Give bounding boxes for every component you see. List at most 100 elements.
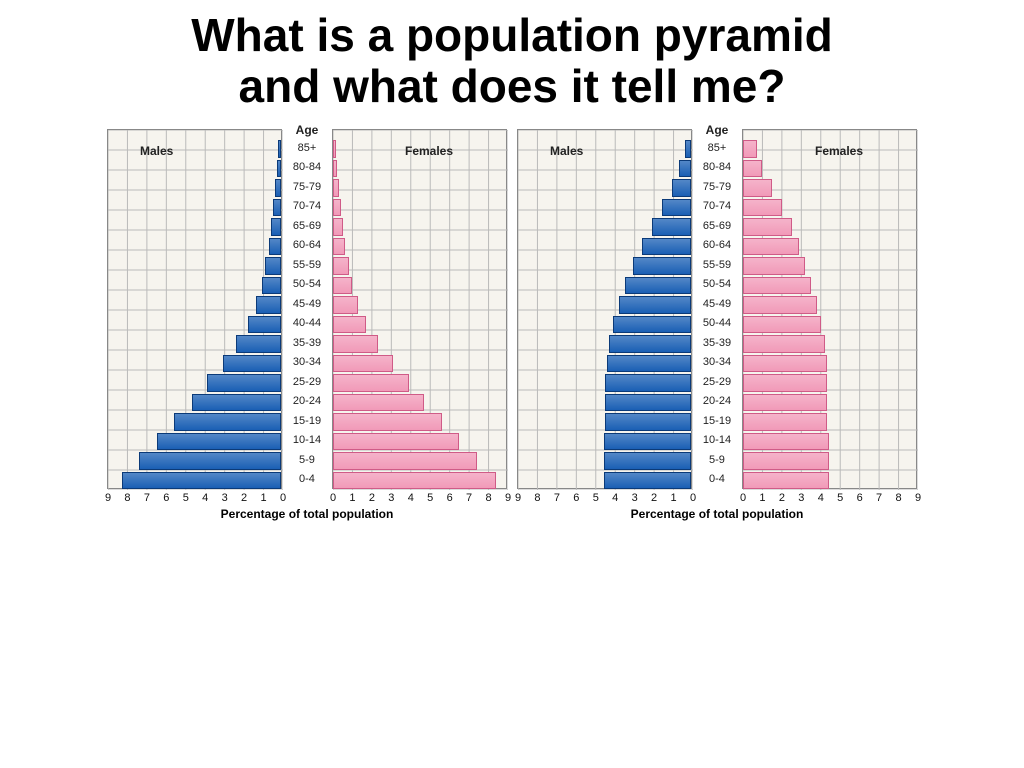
bar bbox=[236, 335, 281, 353]
age-label: 55-59 bbox=[293, 255, 321, 275]
bar bbox=[743, 218, 792, 236]
age-label: 60-64 bbox=[293, 236, 321, 256]
x-tick: 8 bbox=[530, 492, 544, 504]
population-pyramid-right: Males9876543210Age85+80-8475-7970-7465-6… bbox=[517, 129, 917, 521]
x-tick: 2 bbox=[775, 492, 789, 504]
age-label: 40-44 bbox=[293, 314, 321, 334]
age-label: 20-24 bbox=[293, 392, 321, 412]
age-label: 75-79 bbox=[293, 177, 321, 197]
age-label: 35-39 bbox=[293, 333, 321, 353]
age-label: 75-79 bbox=[703, 177, 731, 197]
bar bbox=[207, 374, 281, 392]
bar bbox=[273, 199, 281, 217]
bar bbox=[256, 296, 281, 314]
bar bbox=[743, 238, 799, 256]
age-label: 50-44 bbox=[703, 314, 731, 334]
bar bbox=[662, 199, 691, 217]
x-tick: 6 bbox=[569, 492, 583, 504]
x-tick: 3 bbox=[794, 492, 808, 504]
age-label: 65-69 bbox=[703, 216, 731, 236]
x-tick: 8 bbox=[892, 492, 906, 504]
bar bbox=[679, 160, 691, 178]
x-axis-title: Percentage of total population bbox=[517, 507, 917, 521]
x-tick: 1 bbox=[755, 492, 769, 504]
bar bbox=[604, 433, 692, 451]
bar bbox=[333, 394, 424, 412]
bar bbox=[277, 160, 281, 178]
bar bbox=[743, 472, 829, 490]
bar bbox=[652, 218, 691, 236]
age-label: 85+ bbox=[703, 138, 731, 158]
bar bbox=[333, 238, 345, 256]
age-labels: 85+80-8475-7970-7465-6960-6455-5950-5445… bbox=[293, 138, 321, 489]
x-tick: 8 bbox=[120, 492, 134, 504]
x-tick: 2 bbox=[365, 492, 379, 504]
x-tick: 1 bbox=[345, 492, 359, 504]
age-label: 60-64 bbox=[703, 236, 731, 256]
bar bbox=[333, 374, 409, 392]
age-column: Age85+80-8475-7970-7465-6960-6455-5950-5… bbox=[282, 129, 332, 489]
bar bbox=[139, 452, 281, 470]
bar bbox=[613, 316, 691, 334]
age-label: 45-49 bbox=[293, 294, 321, 314]
age-label: 15-19 bbox=[293, 411, 321, 431]
bar bbox=[743, 277, 811, 295]
bar bbox=[333, 433, 459, 451]
bar bbox=[743, 179, 772, 197]
x-axis-title: Percentage of total population bbox=[107, 507, 507, 521]
pyramid-body: Males9876543210Age85+80-8475-7970-7465-6… bbox=[517, 129, 917, 489]
bar bbox=[333, 413, 442, 431]
bar bbox=[743, 452, 829, 470]
age-label: 65-69 bbox=[293, 216, 321, 236]
pyramid-body: Males9876543210Age85+80-8475-7970-7465-6… bbox=[107, 129, 507, 489]
bar bbox=[619, 296, 691, 314]
bars bbox=[743, 139, 916, 490]
bar bbox=[174, 413, 281, 431]
bar bbox=[685, 140, 691, 158]
bar bbox=[743, 140, 757, 158]
x-tick: 7 bbox=[550, 492, 564, 504]
x-tick: 5 bbox=[589, 492, 603, 504]
bar bbox=[157, 433, 281, 451]
x-tick: 3 bbox=[628, 492, 642, 504]
age-label: 70-74 bbox=[703, 197, 731, 217]
age-header: Age bbox=[296, 123, 319, 125]
bar bbox=[609, 335, 691, 353]
x-tick: 6 bbox=[443, 492, 457, 504]
bar bbox=[625, 277, 691, 295]
bar bbox=[743, 374, 827, 392]
age-label: 15-19 bbox=[703, 411, 731, 431]
age-label: 30-34 bbox=[293, 353, 321, 373]
x-tick: 4 bbox=[404, 492, 418, 504]
charts-row: Males9876543210Age85+80-8475-7970-7465-6… bbox=[0, 129, 1024, 521]
bars bbox=[333, 139, 506, 490]
x-tick: 2 bbox=[647, 492, 661, 504]
bar bbox=[333, 218, 343, 236]
bar bbox=[743, 316, 821, 334]
bar bbox=[743, 433, 829, 451]
title-line-2: and what does it tell me? bbox=[20, 61, 1004, 112]
bar bbox=[333, 257, 349, 275]
bar bbox=[607, 355, 691, 373]
female-panel: Females0123456789 bbox=[742, 129, 917, 489]
bar bbox=[262, 277, 281, 295]
x-tick: 1 bbox=[667, 492, 681, 504]
bar bbox=[192, 394, 281, 412]
age-label: 20-24 bbox=[703, 392, 731, 412]
age-label: 55-59 bbox=[703, 255, 731, 275]
bar bbox=[604, 452, 692, 470]
x-tick: 9 bbox=[101, 492, 115, 504]
bar bbox=[271, 218, 281, 236]
age-label: 0-4 bbox=[703, 470, 731, 490]
bar bbox=[743, 199, 782, 217]
x-tick: 4 bbox=[198, 492, 212, 504]
bar bbox=[333, 277, 352, 295]
bar bbox=[333, 335, 378, 353]
age-label: 10-14 bbox=[703, 431, 731, 451]
bar bbox=[743, 335, 825, 353]
female-panel: Females0123456789 bbox=[332, 129, 507, 489]
bars bbox=[108, 139, 281, 490]
age-label: 25-29 bbox=[703, 372, 731, 392]
age-label: 35-39 bbox=[703, 333, 731, 353]
x-tick: 5 bbox=[833, 492, 847, 504]
